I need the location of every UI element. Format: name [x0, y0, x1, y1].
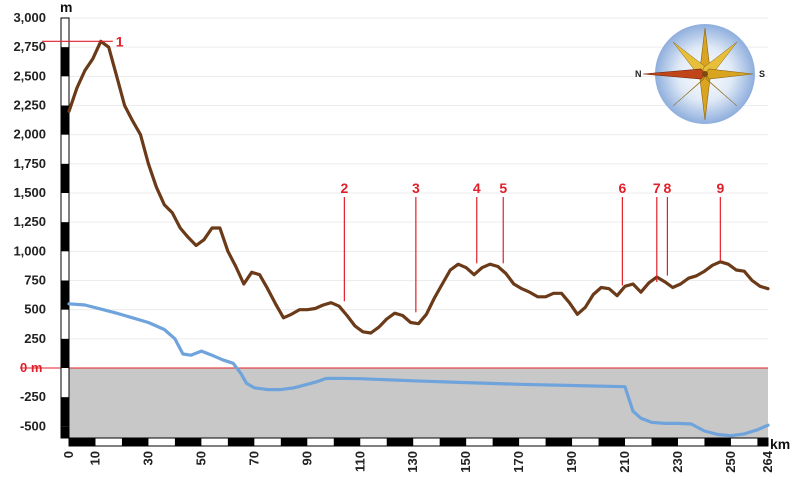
- x-axis-segment: [545, 438, 573, 446]
- x-tick-label: 90: [299, 451, 314, 465]
- x-tick-label: 70: [246, 451, 261, 465]
- x-tick-label: 10: [87, 451, 102, 465]
- y-axis-segment: [61, 163, 69, 193]
- x-tick-label: 110: [352, 451, 367, 472]
- y-tick-label: 2,750: [13, 39, 46, 54]
- marker-label: 8: [663, 180, 671, 196]
- y-tick-label: -250: [20, 389, 46, 404]
- x-axis-segment: [386, 438, 414, 446]
- y-tick-label: 750: [24, 273, 46, 288]
- y-tick-label: 2,500: [13, 68, 46, 83]
- x-axis-unit-label: km: [770, 436, 790, 452]
- marker-label: 4: [473, 180, 481, 196]
- y-tick-label: 2,000: [13, 127, 46, 142]
- y-tick-label: 2,250: [13, 98, 46, 113]
- x-tick-label: 250: [723, 451, 738, 473]
- x-axis-segment: [439, 438, 467, 446]
- y-tick-label: 500: [24, 302, 46, 317]
- x-axis-segment: [598, 438, 626, 446]
- marker-label: 9: [716, 180, 724, 196]
- sea-area: [69, 368, 768, 438]
- x-axis-segment: [227, 438, 255, 446]
- y-tick-labels: 3,000 2,750 2,500 2,250 2,000 1,750 1,500 1,250…: [13, 10, 46, 433]
- x-axis-segment: [69, 438, 96, 446]
- marker-label: 1: [116, 33, 124, 49]
- x-tick-label: 210: [617, 451, 632, 473]
- river-profile-line: [67, 302, 770, 438]
- y-axis-segment: [61, 47, 69, 77]
- x-tick-labels: 0 10 30 50 70 90 110 130 150 170 190 210 230 250 264: [61, 450, 775, 472]
- x-tick-label: 264: [760, 450, 775, 472]
- y-tick-label: 1,250: [13, 214, 46, 229]
- y-tick-label: 250: [24, 331, 46, 346]
- axes: [60, 17, 769, 447]
- compass-rose: N S: [635, 24, 765, 124]
- x-tick-label: 170: [511, 451, 526, 473]
- x-axis-segment: [333, 438, 361, 446]
- y-tick-label: 3,000: [13, 10, 46, 25]
- y-axis-segment: [61, 397, 69, 427]
- x-tick-label: 130: [405, 451, 420, 473]
- y-tick-label: 1,000: [13, 243, 46, 258]
- compass-star-icon: [642, 27, 754, 121]
- series: [67, 39, 770, 438]
- y-tick-label: -500: [20, 418, 46, 433]
- y-tick-label: 1,500: [13, 185, 46, 200]
- marker-label: 3: [412, 180, 420, 196]
- compass-south-label: S: [759, 69, 765, 79]
- marker-label: 7: [653, 180, 661, 196]
- x-tick-label: 50: [193, 451, 208, 465]
- y-axis-unit-label: m: [60, 0, 72, 15]
- y-axis-segment: [61, 280, 69, 310]
- y-axis-segment: [61, 338, 69, 368]
- x-axis-segment: [651, 438, 678, 446]
- marker-label: 2: [340, 180, 348, 196]
- x-tick-label: 0: [61, 451, 76, 458]
- compass-north-label: N: [635, 69, 642, 79]
- elevation-profile-line: [67, 39, 770, 335]
- x-axis-segment: [492, 438, 520, 446]
- x-axis-segment: [704, 438, 731, 446]
- x-axis-segment: [121, 438, 149, 446]
- marker-label: 5: [499, 180, 507, 196]
- marker-label: 6: [618, 180, 626, 196]
- x-tick-label: 150: [458, 451, 473, 473]
- x-axis-segment: [757, 438, 768, 446]
- x-tick-label: 30: [140, 451, 155, 465]
- x-axis-segment: [280, 438, 308, 446]
- waypoint-markers: 1 2 3 4 5 6 7 8 9: [42, 33, 724, 313]
- y-tick-label: 1,750: [13, 156, 46, 171]
- y-axis-segment: [61, 426, 69, 438]
- y-axis-segment: [61, 105, 69, 135]
- x-tick-label: 230: [670, 451, 685, 473]
- x-axis-segment: [174, 438, 202, 446]
- y-axis-segment: [61, 222, 69, 252]
- x-tick-label: 190: [564, 451, 579, 473]
- y-tick-label: 0 m: [20, 360, 42, 375]
